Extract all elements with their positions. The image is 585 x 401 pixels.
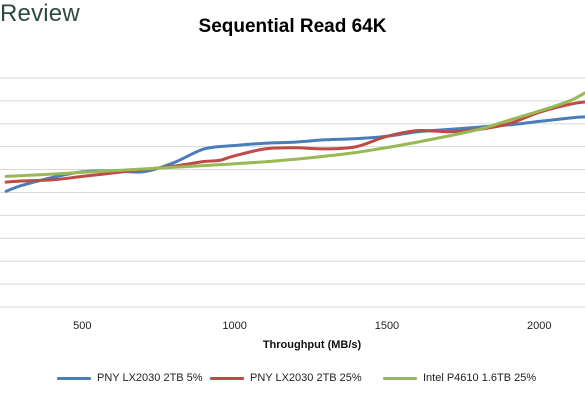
x-tick-label: 1000 xyxy=(222,320,246,332)
series-line-3 xyxy=(4,91,585,178)
x-tick-label: 2000 xyxy=(527,320,551,332)
x-tick-labels: 500 1000 1500 2000 xyxy=(73,320,551,332)
legend-item-2: PNY LX2030 2TB 25% xyxy=(210,372,362,384)
legend-item-3: Intel P4610 1.6TB 25% xyxy=(383,372,536,384)
series-lines xyxy=(4,91,585,193)
legend: PNY LX2030 2TB 5% PNY LX2030 2TB 25% Intel… xyxy=(0,372,585,388)
series-line-2 xyxy=(4,100,585,184)
chart-title: Sequential Read 64K xyxy=(198,16,387,37)
legend-item-1: PNY LX2030 2TB 5% xyxy=(57,372,203,384)
x-tick-label: 500 xyxy=(73,320,91,332)
legend-swatch xyxy=(57,376,91,380)
legend-label: PNY LX2030 2TB 25% xyxy=(250,372,362,384)
gridlines xyxy=(0,77,585,308)
legend-label: PNY LX2030 2TB 5% xyxy=(97,372,203,384)
legend-swatch xyxy=(383,376,417,380)
series-line-1 xyxy=(4,115,585,193)
legend-swatch xyxy=(210,376,244,380)
legend-label: Intel P4610 1.6TB 25% xyxy=(423,372,537,384)
logo: Review xyxy=(0,0,80,27)
x-tick-label: 1500 xyxy=(375,320,399,332)
x-axis-label: Throughput (MB/s) xyxy=(263,339,362,351)
